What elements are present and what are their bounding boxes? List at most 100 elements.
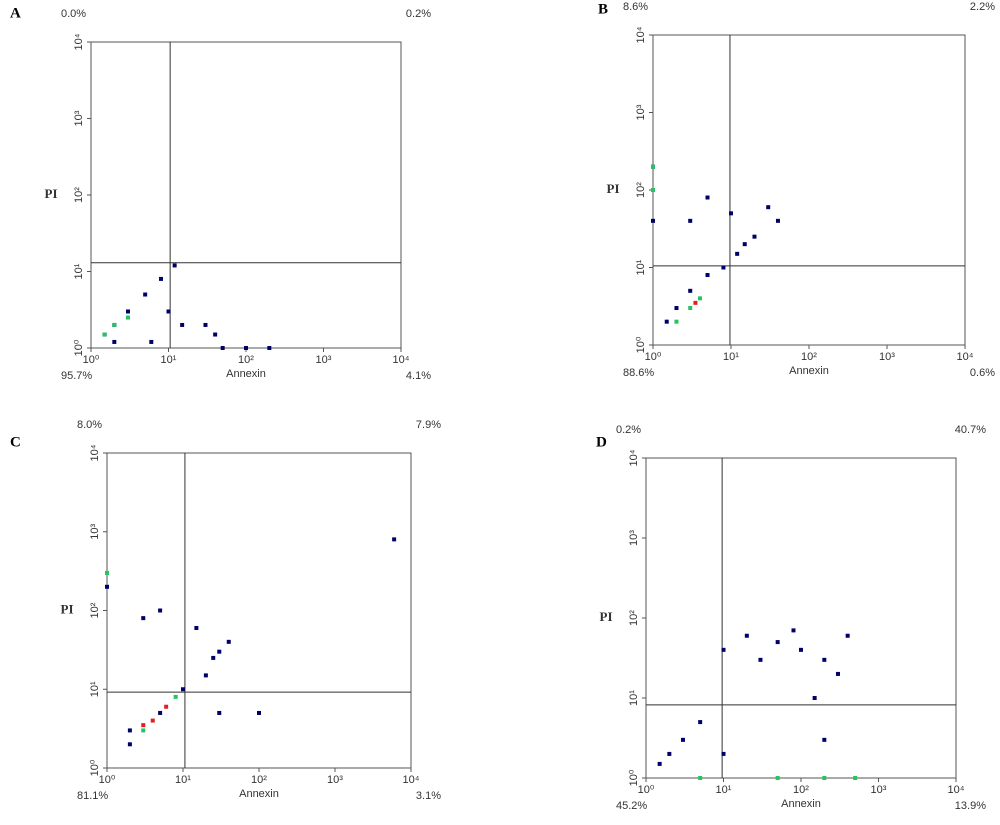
point: [141, 723, 146, 728]
y-tick-label: 10⁰: [73, 339, 85, 356]
x-tick-label: 10⁰: [99, 774, 116, 786]
point: [267, 346, 272, 350]
quadrant-label: 40.7%: [955, 424, 986, 436]
point: [203, 673, 208, 678]
point: [172, 263, 177, 268]
panel-letter: D: [596, 434, 607, 450]
x-axis-label: Annexin: [781, 798, 821, 810]
x-tick-label: 10⁰: [83, 354, 100, 366]
point: [105, 570, 109, 575]
point: [698, 720, 703, 725]
point: [822, 657, 827, 662]
point: [705, 195, 710, 200]
point: [143, 292, 148, 297]
point: [674, 306, 679, 311]
point: [721, 265, 726, 270]
x-tick-label: 10³: [316, 354, 332, 366]
y-tick-label: 10³: [635, 104, 647, 120]
x-axis-label: Annexin: [239, 788, 279, 800]
quadrant-label: 88.6%: [623, 367, 654, 379]
point: [220, 346, 225, 350]
y-tick-label: 10²: [89, 602, 101, 618]
point: [799, 647, 803, 652]
point: [651, 164, 655, 169]
x-tick-label: 10³: [879, 351, 895, 363]
point: [766, 205, 771, 210]
point: [141, 616, 146, 621]
x-tick-label: 10¹: [716, 784, 732, 796]
y-tick-label: 10²: [73, 187, 85, 203]
point: [775, 218, 780, 223]
quadrant-label: 3.1%: [416, 790, 441, 802]
x-axis-label: Annexin: [226, 368, 266, 380]
panel-letter: B: [598, 1, 608, 17]
point: [705, 273, 710, 278]
y-tick-label: 10¹: [635, 259, 647, 275]
y-tick-label: 10⁴: [73, 33, 85, 50]
x-tick-label: 10¹: [161, 354, 177, 366]
y-tick-label: 10³: [628, 530, 640, 546]
point: [721, 647, 726, 652]
point: [698, 776, 703, 780]
panel-letter: A: [10, 5, 21, 21]
point: [680, 737, 685, 742]
point: [173, 694, 178, 699]
plot-frame: [90, 41, 402, 349]
panel-letter: C: [10, 434, 21, 450]
y-tick-label: 10¹: [73, 263, 85, 279]
point: [158, 608, 163, 613]
quadrant-label: 13.9%: [955, 800, 986, 812]
quadrant-label: 81.1%: [77, 790, 108, 802]
point: [674, 319, 679, 324]
x-tick-label: 10⁴: [957, 351, 974, 363]
x-tick-label: 10⁰: [645, 351, 662, 363]
y-tick-label: 10⁰: [89, 759, 101, 776]
point: [651, 188, 655, 192]
x-tick-label: 10⁴: [403, 774, 420, 786]
point: [105, 584, 109, 589]
point: [257, 710, 261, 715]
point: [127, 742, 132, 747]
point: [125, 309, 130, 314]
point: [688, 288, 693, 293]
point: [845, 633, 850, 638]
point: [742, 242, 747, 247]
quadrant-label: 8.0%: [77, 419, 102, 431]
y-axis-label: PI: [61, 601, 74, 616]
quadrant-label: 8.6%: [623, 1, 648, 13]
y-tick-label: 10¹: [628, 690, 640, 706]
quadrant-label: 0.0%: [61, 8, 86, 20]
y-tick-label: 10³: [89, 523, 101, 539]
quadrant-label: 45.2%: [616, 800, 647, 812]
point: [102, 332, 107, 337]
x-tick-label: 10²: [251, 774, 267, 786]
point: [758, 657, 763, 662]
y-axis-label: PI: [600, 609, 613, 624]
point: [158, 710, 163, 715]
point: [664, 319, 669, 324]
x-tick-label: 10¹: [175, 774, 191, 786]
point: [853, 776, 858, 780]
point: [775, 776, 780, 780]
quadrant-label: 0.2%: [616, 424, 641, 436]
point: [392, 537, 397, 542]
point: [822, 776, 827, 780]
point: [149, 339, 154, 344]
point: [211, 655, 216, 660]
point: [164, 704, 169, 709]
y-tick-label: 10²: [628, 610, 640, 626]
y-tick-label: 10⁴: [628, 449, 640, 466]
x-tick-label: 10¹: [723, 351, 739, 363]
point: [651, 218, 655, 223]
point: [667, 751, 672, 756]
point: [125, 315, 130, 320]
y-tick-label: 10¹: [89, 681, 101, 697]
point: [693, 300, 698, 305]
point: [688, 306, 693, 311]
point: [735, 251, 740, 256]
quadrant-label: 4.1%: [406, 370, 431, 382]
point: [812, 696, 817, 700]
point: [181, 687, 185, 692]
point: [217, 710, 222, 715]
y-tick-label: 10³: [73, 110, 85, 126]
